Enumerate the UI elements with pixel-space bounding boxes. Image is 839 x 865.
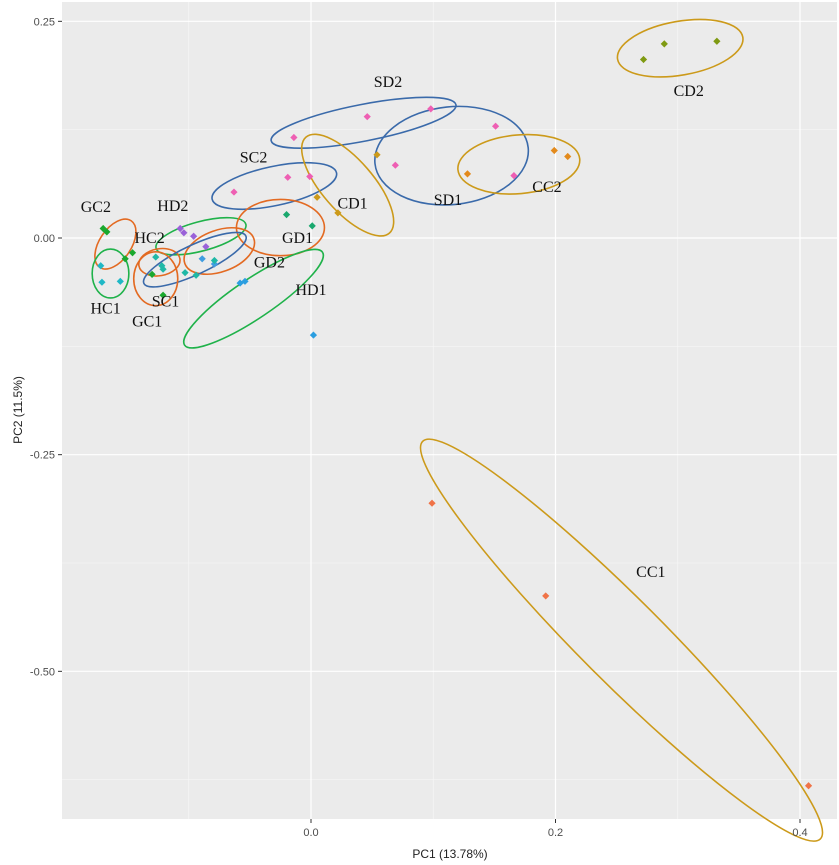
point-cc1	[428, 499, 436, 507]
y-tick-label: 0.25	[34, 16, 55, 28]
point-cd2	[660, 40, 668, 48]
group-label-cc1: CC1	[636, 564, 665, 581]
group-label-sd2: SD2	[374, 74, 402, 91]
group-label-hc1: HC1	[91, 300, 121, 317]
ellipse-sc2	[211, 161, 338, 211]
point-sd1	[391, 161, 399, 169]
point-hc2	[152, 253, 160, 261]
x-axis-title: PC1 (13.78%)	[412, 847, 487, 861]
group-label-sd1: SD1	[434, 192, 462, 209]
point-cc2	[550, 146, 558, 155]
group-label-hd2: HD2	[157, 198, 188, 215]
point-sc2	[306, 172, 314, 181]
point-hd2	[180, 229, 188, 237]
point-cd2	[639, 55, 648, 64]
point-gc1	[159, 291, 167, 299]
point-sc2	[284, 173, 292, 181]
x-tick-label: 0.2	[548, 827, 563, 839]
y-tick-label: -0.50	[30, 666, 55, 678]
ellipse-cc1	[419, 438, 824, 842]
point-sc1	[192, 271, 200, 279]
point-gc1	[148, 270, 156, 278]
point-sc1	[159, 265, 167, 273]
group-label-hd1: HD1	[295, 282, 326, 299]
point-cd1	[373, 151, 381, 159]
point-hd1	[309, 331, 318, 339]
point-gd1	[282, 211, 291, 219]
point-hd2	[190, 232, 198, 240]
point-cd2	[713, 37, 721, 45]
point-cc2	[564, 152, 572, 161]
group-labels: CD2 SD2 SD1 CC2 SC2 CD1 GC2 HD2 HC2 GD1 GD2 HD1 SC1 H…	[81, 74, 704, 581]
point-sd1	[510, 172, 518, 180]
point-hd1	[236, 279, 244, 287]
point-hd1	[241, 277, 249, 285]
group-label-gc2: GC2	[81, 199, 111, 216]
point-gc2	[121, 255, 129, 263]
grid-major	[62, 2, 837, 819]
confidence-ellipses	[91, 18, 824, 842]
group-label-gc1: GC1	[132, 313, 162, 330]
data-points	[97, 37, 813, 790]
point-hc1	[98, 278, 106, 286]
plot-panel	[62, 2, 837, 819]
point-sc1	[181, 269, 189, 277]
point-sc2	[230, 188, 238, 196]
ellipse-hc1	[91, 248, 130, 299]
group-label-cc2: CC2	[532, 179, 561, 196]
group-label-gd1: GD1	[282, 230, 313, 247]
y-tick-label: -0.25	[30, 450, 55, 462]
point-gd1	[308, 222, 316, 230]
point-cc1	[542, 592, 550, 600]
point-gc2	[128, 249, 137, 257]
ellipse-cd1	[300, 133, 395, 237]
point-cc1	[804, 782, 813, 790]
group-label-sc1: SC1	[152, 293, 180, 310]
point-gc2	[103, 228, 111, 236]
point-sd1	[491, 122, 500, 130]
point-hd2	[176, 224, 184, 233]
point-cd1	[313, 193, 321, 201]
grid-minor	[62, 2, 837, 819]
point-hc1	[116, 277, 124, 285]
group-label-cd2: CD2	[674, 83, 704, 100]
group-label-gd2: GD2	[254, 254, 285, 271]
point-sd2	[363, 113, 371, 121]
x-axis-ticks: 0.0 0.2 0.4	[303, 819, 808, 839]
ellipse-hc2	[138, 247, 181, 277]
point-gd2	[198, 255, 206, 263]
ellipse-sd1	[374, 105, 530, 206]
point-sd2	[290, 133, 298, 142]
y-axis-title: PC2 (11.5%)	[11, 376, 25, 444]
ellipse-hd2	[155, 216, 247, 256]
ellipse-cd2	[616, 18, 744, 78]
point-cd1	[334, 209, 342, 217]
x-tick-label: 0.4	[792, 827, 807, 839]
group-label-hc2: HC2	[135, 230, 165, 247]
ellipse-sc1	[142, 231, 248, 288]
y-tick-label: 0.00	[34, 233, 55, 245]
ellipse-cc2	[457, 133, 581, 195]
group-label-sc2: SC2	[240, 150, 268, 167]
point-sd2	[427, 105, 435, 113]
ellipse-sd2	[270, 96, 457, 149]
x-tick-label: 0.0	[303, 827, 318, 839]
point-sc1	[210, 256, 219, 265]
point-hd2	[202, 243, 210, 251]
ellipse-gc1	[132, 251, 179, 307]
y-axis-ticks: 0.25 0.00 -0.25 -0.50	[30, 16, 62, 678]
point-hc1	[97, 262, 105, 270]
group-label-cd1: CD1	[337, 196, 367, 213]
ellipse-gd2	[183, 226, 256, 276]
point-cc2	[463, 170, 472, 178]
